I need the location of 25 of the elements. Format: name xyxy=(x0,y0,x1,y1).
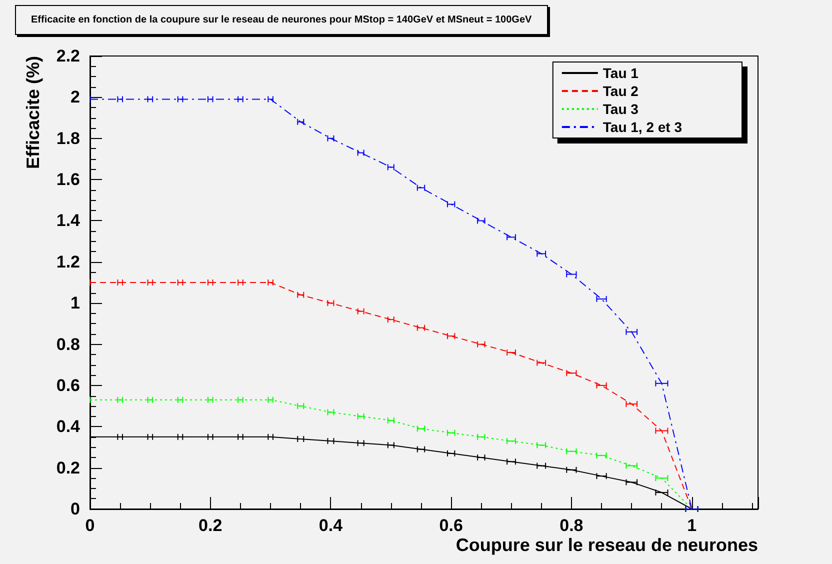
chart-title: Efficacite en fonction de la coupure sur le reseau de neurones pour MStop = 140GeV et MSneut = 100GeV xyxy=(31,14,532,26)
y-tick-label: 1.8 xyxy=(56,128,80,148)
y-tick-label: 0.4 xyxy=(56,417,81,436)
y-tick-label: 2.2 xyxy=(56,46,80,66)
legend-label: Tau 2 xyxy=(602,83,639,99)
legend-label: Tau 1, 2 et 3 xyxy=(602,119,682,135)
y-tick-label: 1.4 xyxy=(56,211,81,230)
x-tick-label: 1 xyxy=(687,516,697,535)
y-tick-label: 1.2 xyxy=(56,252,80,272)
y-tick-label: 0 xyxy=(70,500,80,518)
x-tick-label: 0 xyxy=(85,516,95,535)
y-tick-label: 2 xyxy=(70,88,80,107)
y-tick-label: 0.2 xyxy=(56,458,80,478)
legend-label: Tau 3 xyxy=(602,101,639,117)
x-axis-title: Coupure sur le reseau de neurones xyxy=(456,535,758,555)
y-tick-label: 0.6 xyxy=(56,376,80,395)
legend-label: Tau 1 xyxy=(602,65,639,81)
y-axis-title: Efficacite (%) xyxy=(23,56,43,170)
y-tick-label: 0.8 xyxy=(56,334,80,354)
x-tick-label: 0.8 xyxy=(560,516,584,535)
x-tick-label: 0.6 xyxy=(439,516,463,535)
y-tick-label: 1.6 xyxy=(56,170,80,190)
x-tick-label: 0.4 xyxy=(318,516,344,535)
y-tick-label: 1 xyxy=(70,294,80,313)
x-tick-label: 0.2 xyxy=(198,516,222,535)
